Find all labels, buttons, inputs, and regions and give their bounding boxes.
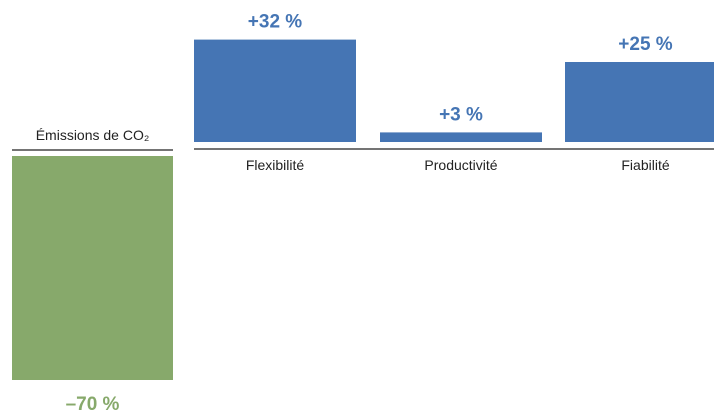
value-label-3: +25 % <box>618 34 673 55</box>
bar-1 <box>194 39 356 142</box>
category-label-0: Émissions de CO₂ <box>36 127 150 143</box>
category-label-1: Flexibilité <box>246 157 305 173</box>
value-label-2: +3 % <box>439 104 483 125</box>
category-labels: Émissions de CO₂ Flexibilité Productivité F… <box>36 127 670 173</box>
bars <box>12 39 714 380</box>
category-label-3: Fiabilité <box>621 157 669 173</box>
bar-2 <box>380 132 542 142</box>
bar-0 <box>12 156 173 380</box>
category-label-2: Productivité <box>424 157 497 173</box>
value-label-0: –70 % <box>66 394 120 412</box>
baselines <box>12 148 714 151</box>
value-labels: –70 % +32 % +3 % +25 % <box>66 12 673 412</box>
bar-3 <box>565 62 714 142</box>
value-label-1: +32 % <box>248 12 303 33</box>
